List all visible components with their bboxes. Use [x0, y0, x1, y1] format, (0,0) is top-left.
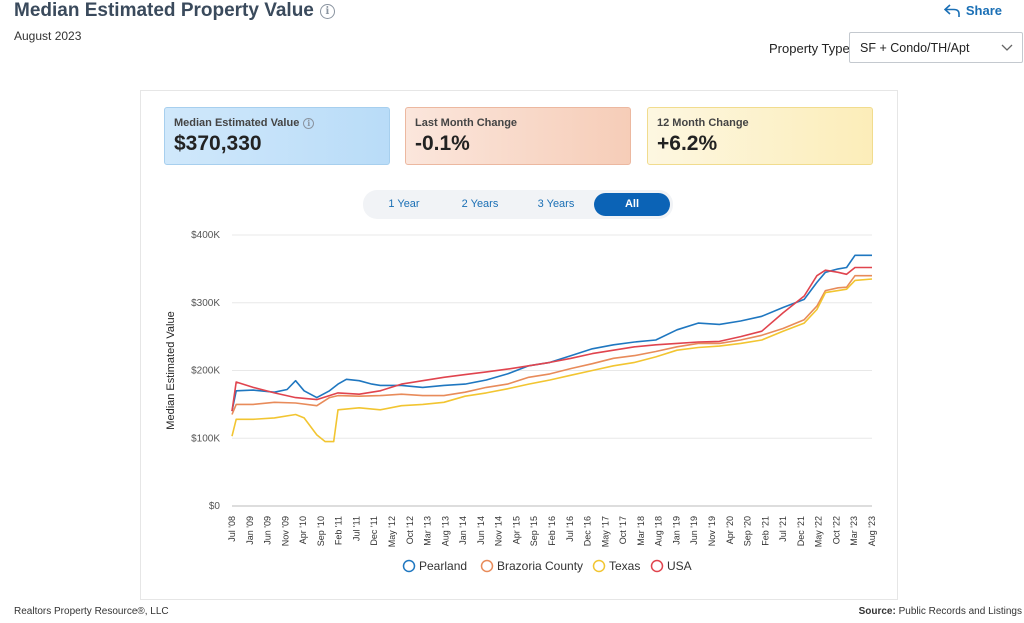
info-icon[interactable]: i — [319, 3, 335, 19]
x-tick-label: Mar '18 — [636, 516, 646, 546]
x-tick-label: Jul '21 — [778, 516, 788, 542]
x-tick-label: Apr '15 — [511, 516, 521, 544]
x-tick-label: Jan '09 — [245, 516, 255, 545]
x-tick-label: Jun '14 — [476, 516, 486, 545]
share-button[interactable]: Share — [943, 3, 1002, 18]
x-tick-label: Aug '23 — [867, 516, 877, 546]
share-icon — [943, 3, 960, 17]
legend-label: Texas — [609, 559, 640, 573]
legend-marker — [480, 559, 494, 573]
x-tick-label: Apr '10 — [298, 516, 308, 544]
footer-source: Source: Public Records and Listings — [859, 606, 1022, 617]
last-month-change-label: Last Month Change — [415, 117, 518, 129]
series-line-brazoria-county — [231, 274, 872, 415]
x-tick-label: Jun '09 — [263, 516, 273, 545]
y-tick-label: $400K — [191, 230, 220, 241]
x-tick-label: Nov '14 — [494, 516, 504, 546]
x-tick-label: Sep '20 — [743, 516, 753, 546]
series-line-pearland — [231, 254, 872, 412]
y-axis-label: Median Estimated Value — [165, 311, 177, 429]
x-tick-label: Sep '10 — [316, 516, 326, 546]
x-tick-label: Jan '19 — [671, 516, 681, 545]
legend-marker — [650, 559, 664, 573]
legend-marker — [402, 559, 416, 573]
footer-copyright: Realtors Property Resource®, LLC — [14, 606, 169, 617]
x-tick-label: Aug '18 — [654, 516, 664, 546]
twelve-month-change-label: 12 Month Change — [657, 117, 749, 129]
source-value: Public Records and Listings — [898, 606, 1022, 617]
twelve-month-change-card: 12 Month Change +6.2% — [647, 107, 873, 165]
x-tick-label: May '12 — [387, 516, 397, 547]
date-label: August 2023 — [14, 29, 82, 43]
tab-1-year[interactable]: 1 Year — [388, 198, 420, 210]
x-tick-label: Dec '16 — [583, 516, 593, 546]
y-tick-label: $100K — [191, 433, 220, 444]
y-tick-label: $200K — [191, 366, 220, 377]
page-title: Median Estimated Property Value i — [14, 0, 335, 22]
x-tick-label: Nov '19 — [707, 516, 717, 546]
x-tick-label: Feb '11 — [334, 516, 344, 545]
x-tick-label: Jul '11 — [351, 516, 361, 541]
x-tick-label: Feb '16 — [547, 516, 557, 546]
x-tick-label: Mar '23 — [849, 516, 859, 546]
x-tick-label: Jul '16 — [565, 516, 575, 542]
x-tick-label: Dec '21 — [796, 516, 806, 546]
x-tick-label: Oct '17 — [618, 516, 628, 544]
legend-marker — [592, 559, 606, 573]
legend-label: Pearland — [419, 559, 467, 573]
chevron-down-icon — [1001, 44, 1013, 51]
y-tick-label: $300K — [191, 298, 220, 309]
x-tick-label: Feb '21 — [760, 516, 770, 546]
property-type-value: SF + Condo/TH/Apt — [860, 41, 970, 55]
x-tick-label: Jan '14 — [458, 516, 468, 545]
x-tick-label: Nov '09 — [280, 516, 290, 546]
legend-label: Brazoria County — [497, 559, 583, 573]
time-range-tabs: 1 Year 2 Years 3 Years All — [363, 190, 673, 219]
x-tick-label: May '17 — [600, 516, 610, 547]
median-value-card: Median Estimated Value i $370,330 — [164, 107, 390, 165]
line-chart: $0 $100K $200K $300K $400K Median Estimated V… — [165, 230, 877, 573]
info-icon[interactable]: i — [303, 117, 315, 129]
x-tick-label: Aug '13 — [440, 516, 450, 546]
share-label: Share — [965, 3, 1002, 18]
tab-all[interactable]: All — [594, 193, 670, 216]
median-value-label: Median Estimated Value — [174, 117, 300, 129]
chart-card: Median Estimated Value i $370,330 Last Mo… — [140, 90, 898, 600]
x-tick-label: Oct '12 — [405, 516, 415, 544]
x-tick-label: Mar '13 — [423, 516, 433, 546]
tab-2-years[interactable]: 2 Years — [461, 198, 499, 210]
series-line-texas — [231, 278, 873, 443]
x-tick-label: Dec '11 — [369, 516, 379, 546]
last-month-change-card: Last Month Change -0.1% — [405, 107, 631, 165]
x-tick-label: May '22 — [814, 516, 824, 547]
x-tick-label: Apr '20 — [725, 516, 735, 544]
last-month-change-value: -0.1% — [415, 132, 470, 155]
source-label: Source: — [858, 606, 896, 617]
x-tick-label: Oct '22 — [831, 516, 841, 544]
twelve-month-change-value: +6.2% — [657, 132, 718, 155]
median-value: $370,330 — [174, 132, 262, 155]
x-tick-label: Jun '19 — [689, 516, 699, 545]
x-tick-label: Sep '15 — [529, 516, 539, 546]
legend-label: USA — [667, 559, 692, 573]
property-type-label: Property Type — [769, 41, 850, 56]
y-tick-label: $0 — [209, 501, 221, 512]
x-tick-label: Jul '08 — [227, 516, 237, 542]
tab-3-years[interactable]: 3 Years — [537, 198, 575, 210]
page-title-text: Median Estimated Property Value — [14, 0, 314, 21]
property-type-select[interactable]: SF + Condo/TH/Apt — [849, 32, 1023, 63]
series-line-usa — [231, 266, 872, 412]
